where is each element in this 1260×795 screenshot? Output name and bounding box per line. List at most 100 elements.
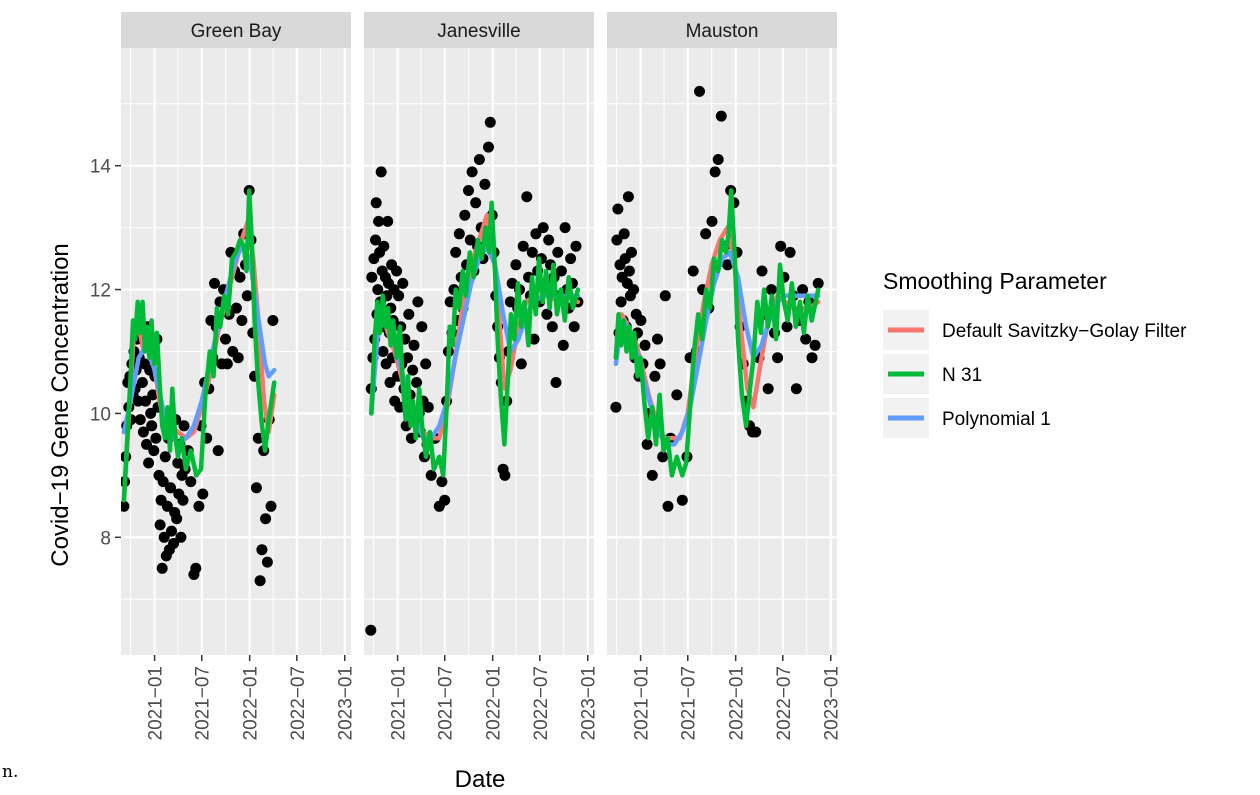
data-point xyxy=(372,284,384,296)
data-point xyxy=(654,358,666,370)
x-tick-label: 2021−01 xyxy=(632,666,653,741)
data-point xyxy=(425,469,437,481)
data-point xyxy=(515,358,527,370)
data-point xyxy=(483,141,494,153)
data-point xyxy=(812,277,824,289)
x-tick-label: 2023−01 xyxy=(822,666,843,741)
facet-strip-label: Mauston xyxy=(686,21,759,42)
data-point xyxy=(615,296,627,308)
data-point xyxy=(150,432,162,444)
data-point xyxy=(756,265,768,277)
data-point xyxy=(611,234,623,246)
data-point xyxy=(662,500,674,512)
data-point xyxy=(384,377,396,388)
data-point xyxy=(230,302,242,314)
x-tick-label: 2023−01 xyxy=(579,666,600,741)
data-point xyxy=(177,494,189,506)
data-point xyxy=(412,296,424,308)
data-point xyxy=(709,166,721,178)
data-point xyxy=(377,346,389,357)
data-point xyxy=(408,339,420,351)
data-point xyxy=(499,469,511,481)
data-point xyxy=(504,296,516,308)
data-point xyxy=(232,352,244,364)
data-point xyxy=(156,562,168,574)
legend-entry-label: Default Savitzky−Golay Filter xyxy=(942,321,1187,342)
data-point xyxy=(382,215,394,227)
data-point xyxy=(172,457,184,469)
data-point xyxy=(541,308,553,320)
data-point xyxy=(175,531,187,543)
data-point xyxy=(628,284,640,296)
facet-panel-2: Mauston 2021−01 2021−07 2022−01 2022−07 2023−… xyxy=(607,12,843,741)
data-point xyxy=(715,110,727,122)
y-tick-label: 8 xyxy=(100,528,111,549)
data-point xyxy=(537,222,549,234)
y-axis-title: Covid−19 Gene Concentration xyxy=(47,243,74,567)
data-point xyxy=(220,333,231,345)
data-point xyxy=(659,290,671,302)
data-point xyxy=(403,308,415,320)
data-point xyxy=(700,228,712,240)
stray-caption-text: n. xyxy=(2,762,19,782)
y-tick-label: 12 xyxy=(90,281,111,302)
data-point xyxy=(781,321,793,333)
data-point xyxy=(470,197,482,209)
data-point xyxy=(241,290,253,302)
data-point xyxy=(137,426,149,438)
y-tick-label: 14 xyxy=(90,157,112,178)
data-point xyxy=(623,265,635,277)
data-point xyxy=(809,339,821,351)
x-tick-label: 2023−01 xyxy=(336,666,357,741)
x-tick-label: 2021−01 xyxy=(389,666,410,741)
data-point xyxy=(370,234,381,246)
data-point xyxy=(365,624,377,636)
data-point xyxy=(166,525,177,537)
data-point xyxy=(568,321,580,333)
x-tick-label: 2022−01 xyxy=(241,666,262,741)
data-point xyxy=(570,240,582,252)
data-point xyxy=(254,575,266,587)
data-point xyxy=(762,383,774,395)
data-point xyxy=(626,246,637,258)
data-point xyxy=(143,457,155,469)
data-point xyxy=(158,531,170,543)
data-point xyxy=(612,203,624,215)
data-point xyxy=(800,333,812,345)
data-point xyxy=(526,246,538,258)
data-point xyxy=(797,284,809,296)
data-point xyxy=(197,488,209,500)
data-point xyxy=(555,265,567,277)
data-point xyxy=(171,513,183,525)
data-point xyxy=(466,166,478,178)
data-point xyxy=(463,185,474,196)
facet-panel-0: Green Bay 2021−01 2021−07 2022−01 2022−07 202… xyxy=(90,12,357,741)
legend-title: Smoothing Parameter xyxy=(883,268,1107,294)
data-point xyxy=(256,544,268,556)
data-point xyxy=(639,339,651,351)
data-point xyxy=(784,246,796,258)
series-line-n-31 xyxy=(369,200,581,478)
data-point xyxy=(649,370,661,382)
data-point xyxy=(517,240,529,252)
data-point xyxy=(373,215,385,227)
data-point xyxy=(439,494,451,506)
data-point xyxy=(528,333,540,345)
data-point xyxy=(506,277,518,289)
data-point xyxy=(267,315,279,326)
data-point xyxy=(161,500,173,512)
data-point xyxy=(676,494,688,506)
data-point xyxy=(657,451,669,463)
data-point xyxy=(559,222,571,234)
data-point xyxy=(136,377,148,388)
data-point xyxy=(121,500,130,512)
data-point xyxy=(530,228,542,240)
data-point xyxy=(250,482,262,494)
data-point xyxy=(393,290,405,302)
data-point xyxy=(464,234,476,246)
data-point xyxy=(378,240,390,252)
legend-entry-label: N 31 xyxy=(942,365,982,386)
data-point xyxy=(260,513,272,525)
data-point xyxy=(366,271,378,283)
